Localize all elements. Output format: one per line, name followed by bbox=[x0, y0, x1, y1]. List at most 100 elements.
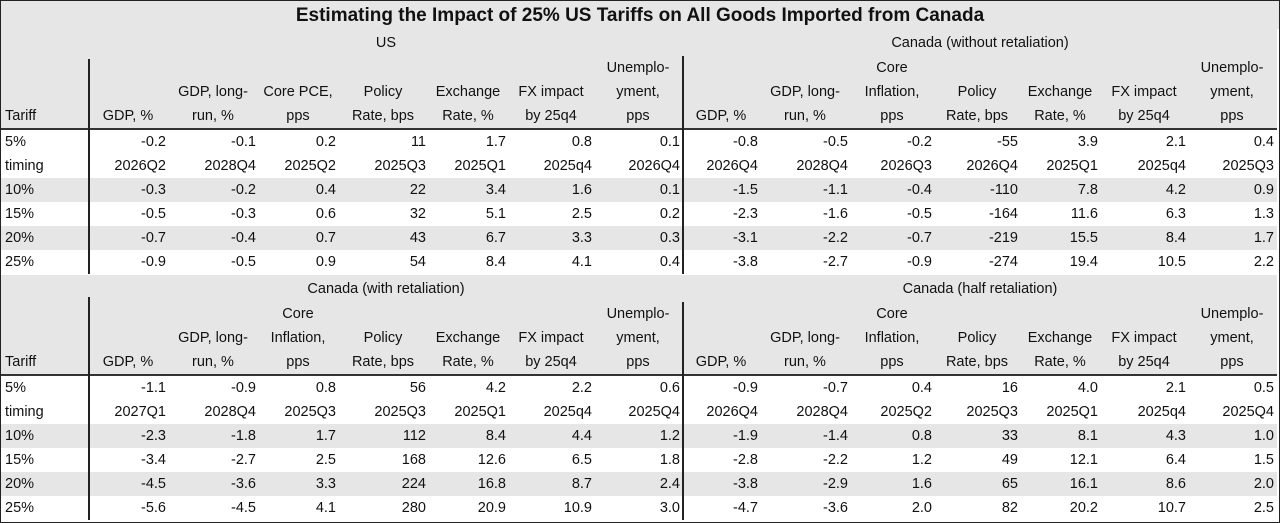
table-cell: 112 bbox=[339, 424, 429, 448]
table-cell: 2026Q4 bbox=[706, 158, 758, 174]
column-header-tariff: Tariff bbox=[1, 302, 89, 374]
header-rule bbox=[1, 128, 1277, 130]
table-cell: 2.0 bbox=[911, 500, 932, 516]
table-cell: -2.3 bbox=[89, 424, 169, 448]
table-cell: 32 bbox=[409, 206, 426, 222]
table-cell: 2028Q4 bbox=[204, 158, 256, 174]
header-line: by 25q4 bbox=[525, 354, 577, 370]
table-cell: -4.7 bbox=[733, 500, 758, 516]
header-line bbox=[683, 56, 759, 80]
table-cell: -3.8 bbox=[733, 254, 758, 270]
table-cell: 1.8 bbox=[659, 452, 680, 468]
table-cell: 2.5 bbox=[315, 452, 336, 468]
header-line: Rate, % bbox=[442, 108, 494, 124]
table-cell: 2025q4 bbox=[543, 158, 592, 174]
table-cell: 2025Q4 bbox=[1222, 404, 1274, 420]
table-cell: 10.5 bbox=[1157, 254, 1186, 270]
block-grid: US Canada (without retaliation) Tariff GDP,… bbox=[1, 29, 1279, 274]
table-cell: 16.1 bbox=[1021, 472, 1101, 496]
table-cell: 11.6 bbox=[1070, 206, 1098, 222]
row-label: timing bbox=[5, 404, 44, 420]
table-cell: 224 bbox=[339, 472, 429, 496]
table-cell: 4.2 bbox=[485, 380, 506, 396]
column-header: GDP, % bbox=[683, 302, 761, 374]
column-header: Policy Rate, bps bbox=[935, 302, 1021, 374]
table-cell: 2026Q4 bbox=[628, 158, 680, 174]
block-grid: Canada (with retaliation) Canada (half re… bbox=[1, 275, 1279, 520]
header-line: GDP, % bbox=[695, 354, 747, 370]
table-cell: 2027Q1 bbox=[114, 404, 166, 420]
header-line: Policy bbox=[957, 84, 997, 100]
table-cell: 54 bbox=[409, 254, 426, 270]
table-cell: -0.4 bbox=[851, 178, 935, 202]
table-cell: 4.1 bbox=[571, 254, 592, 270]
table-cell: -2.7 bbox=[231, 452, 256, 468]
header-line bbox=[89, 302, 167, 326]
table-cell: 0.9 bbox=[1189, 178, 1277, 202]
header-rule bbox=[1, 374, 1277, 376]
table-cell: 0.3 bbox=[595, 226, 683, 250]
section-spacer bbox=[1, 275, 89, 302]
column-divider bbox=[88, 297, 90, 520]
table-cell: 1.0 bbox=[1189, 424, 1277, 448]
header-line: Rate, bps bbox=[351, 108, 415, 124]
table-cell: 16.8 bbox=[429, 472, 509, 496]
table-cell: 12.1 bbox=[1069, 452, 1098, 468]
table-cell: -274 bbox=[988, 254, 1018, 270]
table-cell: 0.7 bbox=[259, 226, 339, 250]
header-line: pps bbox=[1220, 354, 1244, 370]
table-cell: 2025Q3 bbox=[966, 404, 1018, 420]
table-cell: -0.3 bbox=[89, 178, 169, 202]
column-divider bbox=[88, 59, 90, 274]
header-line: Rate, % bbox=[1034, 354, 1086, 370]
table-cell: 8.4 bbox=[429, 424, 509, 448]
table-cell: 6.3 bbox=[1165, 206, 1186, 222]
column-header: GDP, long-run, % bbox=[761, 56, 851, 128]
row-label: 25% bbox=[5, 500, 35, 516]
table-cell: 56 bbox=[409, 380, 426, 396]
row-label: 10% bbox=[1, 424, 89, 448]
header-line: Unemplo- bbox=[606, 306, 670, 322]
column-header: GDP, % bbox=[89, 56, 169, 128]
table-cell: -0.2 bbox=[169, 178, 259, 202]
table-cell: 11 bbox=[410, 134, 426, 150]
table-cell: 168 bbox=[401, 452, 426, 468]
header-line bbox=[683, 80, 759, 104]
table-cell: -0.5 bbox=[141, 206, 166, 222]
column-header: Unemplo-yment, pps bbox=[595, 302, 683, 374]
column-header: GDP, % bbox=[89, 302, 169, 374]
table-cell: 1.7 bbox=[259, 424, 339, 448]
table-cell: 1.2 bbox=[911, 452, 932, 468]
row-label: 15% bbox=[5, 206, 35, 222]
table-block: Canada (with retaliation) Canada (half re… bbox=[1, 275, 1279, 520]
header-line: GDP, long- bbox=[770, 330, 840, 346]
table-cell: 1.7 bbox=[485, 134, 506, 150]
row-label: 10% bbox=[1, 178, 89, 202]
table-cell: 65 bbox=[935, 472, 1021, 496]
table-cell: 8.4 bbox=[485, 254, 506, 270]
header-line: Rate, bps bbox=[945, 108, 1009, 124]
header-line: by 25q4 bbox=[1118, 108, 1170, 124]
table-cell: -4.5 bbox=[89, 472, 169, 496]
column-header: Core Inflation, pps bbox=[259, 302, 339, 374]
section-title: US bbox=[89, 29, 683, 56]
table-cell: 2.5 bbox=[1253, 500, 1274, 516]
column-header: GDP, % bbox=[683, 56, 761, 128]
header-line bbox=[935, 302, 1019, 326]
table-cell: 12.6 bbox=[477, 452, 506, 468]
section-title: Canada (with retaliation) bbox=[89, 275, 683, 302]
panel-divider bbox=[682, 302, 684, 520]
column-header: Exchange Rate, % bbox=[1021, 56, 1101, 128]
table-cell: 1.6 bbox=[851, 472, 935, 496]
table-cell: 0.4 bbox=[259, 178, 339, 202]
column-header-tariff: Tariff bbox=[1, 56, 89, 128]
header-line bbox=[509, 302, 593, 326]
header-line bbox=[89, 56, 167, 80]
table-cell: 3.0 bbox=[659, 500, 680, 516]
header-line bbox=[1101, 56, 1187, 80]
table-cell: -0.1 bbox=[231, 134, 256, 150]
header-line bbox=[259, 56, 337, 80]
column-header: FX impact by 25q4 bbox=[509, 56, 595, 128]
table-cell: -0.5 bbox=[823, 134, 848, 150]
table-cell: 2025Q4 bbox=[628, 404, 680, 420]
